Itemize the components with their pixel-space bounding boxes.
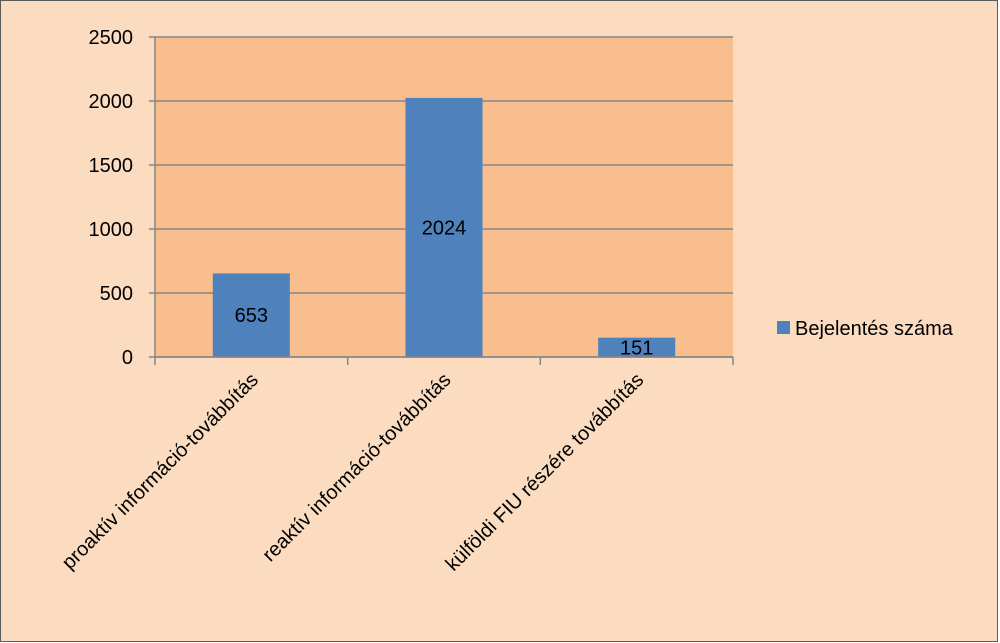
legend-swatch [777,321,790,334]
data-label: 151 [620,337,653,359]
y-tick-label: 1000 [89,219,134,241]
y-tick-label: 2500 [89,27,134,49]
data-label: 653 [235,305,268,327]
data-label: 2024 [422,217,467,239]
bar [598,337,676,357]
y-tick-label: 2000 [89,91,134,113]
bar [405,97,483,357]
y-tick-label: 0 [122,347,133,369]
category-label: reaktív információ-továbbítás [258,369,455,566]
category-label: külföldi FIU részére továbbítás [442,369,649,576]
bar [212,273,290,357]
y-tick-label: 500 [100,283,133,305]
legend-label: Bejelentés száma [795,318,954,340]
y-tick-label: 1500 [89,155,134,177]
category-label: proaktív információ-továbbítás [58,369,263,574]
